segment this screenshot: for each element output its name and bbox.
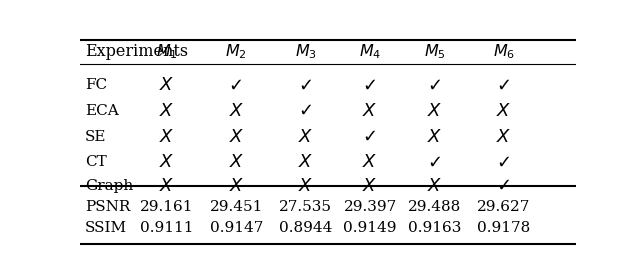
Text: $\mathbf{\it{X}}$: $\mathbf{\it{X}}$ [298, 128, 314, 146]
Text: 0.9149: 0.9149 [344, 221, 397, 235]
Text: $M_6$: $M_6$ [493, 42, 515, 61]
Text: FC: FC [85, 78, 107, 93]
Text: ✓: ✓ [363, 76, 378, 94]
Text: 29.161: 29.161 [140, 200, 193, 214]
Text: $\mathbf{\it{X}}$: $\mathbf{\it{X}}$ [427, 177, 442, 195]
Text: ✓: ✓ [497, 153, 511, 171]
Text: $M_2$: $M_2$ [225, 42, 247, 61]
Text: 27.535: 27.535 [279, 200, 332, 214]
Text: 29.488: 29.488 [408, 200, 461, 214]
Text: $\mathbf{\it{X}}$: $\mathbf{\it{X}}$ [497, 128, 512, 146]
Text: ✓: ✓ [427, 76, 442, 94]
Text: $\mathbf{\it{X}}$: $\mathbf{\it{X}}$ [228, 153, 244, 171]
Text: 29.627: 29.627 [477, 200, 531, 214]
Text: ✓: ✓ [497, 76, 511, 94]
Text: 29.451: 29.451 [209, 200, 263, 214]
Text: ✓: ✓ [363, 128, 378, 146]
Text: $\mathbf{\it{X}}$: $\mathbf{\it{X}}$ [159, 153, 175, 171]
Text: $M_5$: $M_5$ [424, 42, 445, 61]
Text: SSIM: SSIM [85, 221, 127, 235]
Text: $\mathbf{\it{X}}$: $\mathbf{\it{X}}$ [427, 102, 442, 120]
Text: $\mathbf{\it{X}}$: $\mathbf{\it{X}}$ [497, 102, 512, 120]
Text: 29.397: 29.397 [344, 200, 397, 214]
Text: 0.8944: 0.8944 [279, 221, 332, 235]
Text: $\mathbf{\it{X}}$: $\mathbf{\it{X}}$ [427, 128, 442, 146]
Text: ✓: ✓ [298, 76, 313, 94]
Text: CT: CT [85, 155, 107, 169]
Text: $\mathbf{\it{X}}$: $\mathbf{\it{X}}$ [159, 177, 175, 195]
Text: $\mathbf{\it{X}}$: $\mathbf{\it{X}}$ [159, 76, 175, 94]
Text: 0.9111: 0.9111 [140, 221, 193, 235]
Text: 0.9178: 0.9178 [477, 221, 531, 235]
Text: ✓: ✓ [497, 177, 511, 195]
Text: PSNR: PSNR [85, 200, 131, 214]
Text: $M_1$: $M_1$ [156, 42, 178, 61]
Text: ✓: ✓ [228, 76, 244, 94]
Text: ✓: ✓ [427, 153, 442, 171]
Text: SE: SE [85, 130, 106, 144]
Text: ECA: ECA [85, 104, 118, 118]
Text: ✓: ✓ [298, 102, 313, 120]
Text: $\mathbf{\it{X}}$: $\mathbf{\it{X}}$ [298, 177, 314, 195]
Text: $\mathbf{\it{X}}$: $\mathbf{\it{X}}$ [228, 177, 244, 195]
Text: $M_4$: $M_4$ [359, 42, 381, 61]
Text: 0.9147: 0.9147 [209, 221, 263, 235]
Text: $\mathbf{\it{X}}$: $\mathbf{\it{X}}$ [362, 177, 378, 195]
Text: 0.9163: 0.9163 [408, 221, 461, 235]
Text: $\mathbf{\it{X}}$: $\mathbf{\it{X}}$ [298, 153, 314, 171]
Text: $\mathbf{\it{X}}$: $\mathbf{\it{X}}$ [362, 102, 378, 120]
Text: $\mathbf{\it{X}}$: $\mathbf{\it{X}}$ [228, 102, 244, 120]
Text: $\mathbf{\it{X}}$: $\mathbf{\it{X}}$ [228, 128, 244, 146]
Text: Graph: Graph [85, 179, 133, 193]
Text: $\mathbf{\it{X}}$: $\mathbf{\it{X}}$ [159, 102, 175, 120]
Text: Experiments: Experiments [85, 43, 188, 60]
Text: $\mathbf{\it{X}}$: $\mathbf{\it{X}}$ [159, 128, 175, 146]
Text: $M_3$: $M_3$ [294, 42, 317, 61]
Text: $\mathbf{\it{X}}$: $\mathbf{\it{X}}$ [362, 153, 378, 171]
